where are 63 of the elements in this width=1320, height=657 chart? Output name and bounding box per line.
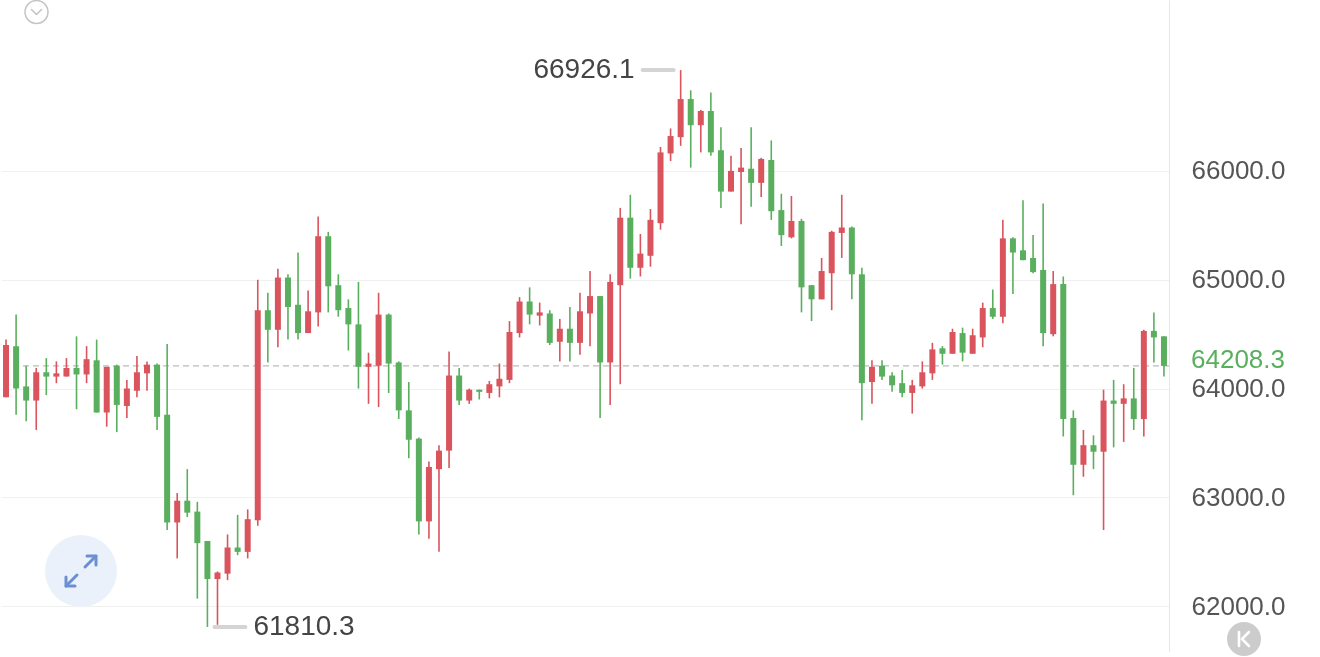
candlestick bbox=[1009, 236, 1016, 295]
candlestick bbox=[305, 289, 312, 334]
candlestick bbox=[264, 292, 271, 364]
candlestick bbox=[969, 327, 976, 355]
candlestick bbox=[919, 360, 926, 390]
y-tick-label: 62000.0 bbox=[1191, 590, 1286, 621]
candlestick bbox=[1110, 379, 1117, 449]
candlestick bbox=[436, 444, 442, 553]
candlestick bbox=[496, 362, 503, 399]
candlestick bbox=[1130, 367, 1137, 431]
candlestick bbox=[43, 357, 50, 396]
candlestick bbox=[365, 351, 372, 405]
candlestick bbox=[1020, 199, 1026, 261]
candlestick bbox=[1080, 429, 1087, 478]
candlestick bbox=[637, 233, 644, 278]
candlestick bbox=[728, 154, 734, 193]
candlestick bbox=[345, 298, 352, 352]
ref-line-label: 64208.3 bbox=[1191, 343, 1285, 374]
candlestick bbox=[73, 335, 80, 411]
candlestick bbox=[133, 355, 140, 399]
y-tick-label: 66000.0 bbox=[1191, 155, 1286, 186]
candlestick bbox=[758, 157, 765, 198]
candlestick bbox=[667, 127, 674, 162]
candlestick bbox=[184, 468, 191, 518]
candlestick bbox=[808, 284, 815, 322]
candlestick bbox=[989, 288, 996, 320]
candlestick bbox=[566, 306, 573, 363]
candlestick bbox=[536, 301, 543, 327]
candlestick bbox=[868, 359, 875, 405]
candlestick bbox=[1120, 383, 1127, 443]
candlestick bbox=[174, 492, 181, 560]
annotation: 66926.1 bbox=[533, 53, 635, 85]
y-tick-label: 64000.0 bbox=[1191, 373, 1286, 404]
y-tick-label: 63000.0 bbox=[1191, 481, 1286, 512]
candlestick bbox=[144, 360, 150, 392]
candlestick bbox=[526, 286, 533, 326]
candlestick bbox=[909, 379, 916, 415]
candlestick bbox=[1090, 434, 1097, 470]
candlestick bbox=[53, 360, 60, 384]
candlestick bbox=[899, 369, 906, 399]
candlestick bbox=[697, 109, 704, 154]
candlestick bbox=[123, 379, 130, 419]
candlestick bbox=[587, 270, 594, 347]
candlestick bbox=[556, 318, 563, 363]
candlestick bbox=[214, 570, 221, 626]
candlestick bbox=[939, 345, 946, 366]
candlestick bbox=[838, 194, 845, 259]
y-tick-label: 65000.0 bbox=[1191, 264, 1286, 295]
candlestick bbox=[929, 342, 936, 381]
candlestick bbox=[959, 326, 966, 363]
candlestick bbox=[83, 345, 90, 384]
annotation: 61810.3 bbox=[253, 609, 355, 641]
candlestick bbox=[748, 126, 755, 208]
candlestick bbox=[788, 195, 795, 240]
candlestick bbox=[23, 364, 30, 423]
candlestick bbox=[738, 147, 745, 226]
candlestick bbox=[949, 327, 956, 355]
candlestick bbox=[1030, 234, 1037, 275]
candlestick bbox=[879, 359, 886, 381]
candlestick bbox=[889, 371, 896, 393]
candlestick bbox=[1150, 311, 1157, 364]
candlestick bbox=[234, 514, 241, 556]
candlestick bbox=[63, 357, 70, 378]
